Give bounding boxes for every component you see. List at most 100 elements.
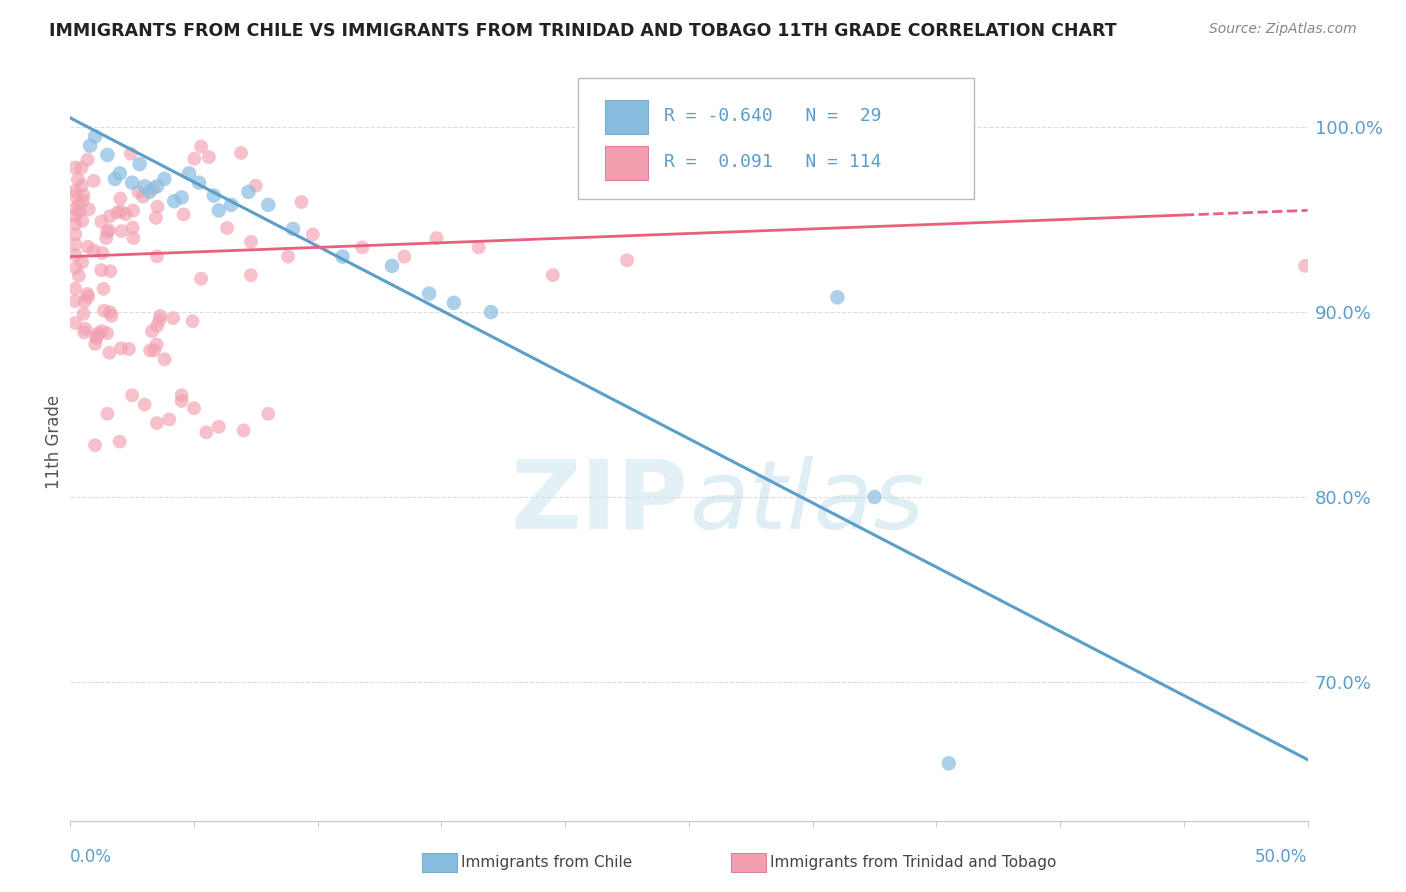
Point <box>146 249 169 263</box>
Point <box>190 271 212 285</box>
Point <box>98 209 121 223</box>
Point <box>142 181 165 195</box>
Point <box>143 343 166 358</box>
Point <box>72 188 94 202</box>
Text: R =  0.091   N = 114: R = 0.091 N = 114 <box>664 153 882 170</box>
Point <box>65 237 87 252</box>
Point <box>257 407 280 421</box>
Point <box>394 250 416 264</box>
Point <box>93 282 115 296</box>
Point <box>84 337 107 351</box>
Point <box>65 227 87 242</box>
Point <box>146 200 169 214</box>
Point <box>118 342 141 356</box>
Point <box>183 401 205 416</box>
Point <box>98 345 121 359</box>
Point <box>208 419 231 434</box>
Point <box>65 161 87 175</box>
Point <box>121 176 143 190</box>
Point <box>110 204 132 219</box>
Point <box>84 129 107 144</box>
Text: IMMIGRANTS FROM CHILE VS IMMIGRANTS FROM TRINIDAD AND TOBAGO 11TH GRADE CORRELAT: IMMIGRANTS FROM CHILE VS IMMIGRANTS FROM… <box>49 22 1116 40</box>
Point <box>70 214 93 228</box>
Point <box>141 324 163 338</box>
Point <box>381 259 404 273</box>
Point <box>77 202 100 217</box>
Point <box>65 260 87 275</box>
Point <box>87 326 110 341</box>
Point <box>65 282 87 296</box>
Point <box>76 153 98 167</box>
Point <box>443 296 465 310</box>
Point <box>139 343 162 358</box>
Point <box>97 223 120 237</box>
Point <box>83 244 105 258</box>
Point <box>170 388 193 402</box>
Point <box>138 185 160 199</box>
Point <box>479 305 502 319</box>
Point <box>541 268 564 282</box>
Point <box>67 268 90 283</box>
Point <box>277 250 299 264</box>
Point <box>938 756 960 771</box>
Text: Immigrants from Trinidad and Tobago: Immigrants from Trinidad and Tobago <box>770 855 1057 870</box>
Point <box>145 337 167 351</box>
Point <box>219 198 242 212</box>
Point <box>77 290 100 304</box>
Point <box>148 313 170 327</box>
Y-axis label: 11th Grade: 11th Grade <box>45 394 63 489</box>
Point <box>257 198 280 212</box>
Point <box>73 294 96 309</box>
Point <box>84 438 107 452</box>
Point <box>65 217 87 231</box>
Point <box>616 253 638 268</box>
Point <box>146 416 169 430</box>
Point <box>70 255 93 269</box>
Text: atlas: atlas <box>689 456 924 549</box>
Point <box>149 309 172 323</box>
Point <box>96 225 118 239</box>
Point <box>76 240 98 254</box>
Point <box>352 240 374 254</box>
Point <box>863 490 886 504</box>
Point <box>1294 259 1316 273</box>
Point <box>239 268 262 283</box>
Point <box>79 138 101 153</box>
Point <box>72 307 94 321</box>
Point <box>104 172 127 186</box>
Point <box>122 203 145 218</box>
Point <box>238 185 260 199</box>
Point <box>157 412 180 426</box>
Point <box>173 207 195 221</box>
Point <box>105 205 128 219</box>
Point <box>177 166 200 180</box>
Point <box>67 204 90 219</box>
Point <box>245 178 267 193</box>
Point <box>232 424 254 438</box>
Point <box>76 287 98 301</box>
Point <box>128 157 150 171</box>
Point <box>120 146 142 161</box>
Point <box>290 194 312 209</box>
Point <box>163 194 186 208</box>
Point <box>108 166 131 180</box>
Text: ZIP: ZIP <box>510 456 689 549</box>
FancyBboxPatch shape <box>578 78 973 199</box>
Point <box>65 294 87 309</box>
Point <box>190 139 212 153</box>
Point <box>93 303 115 318</box>
Point <box>332 250 354 264</box>
Text: Source: ZipAtlas.com: Source: ZipAtlas.com <box>1209 22 1357 37</box>
Point <box>122 231 145 245</box>
Point <box>70 178 93 193</box>
Point <box>208 203 231 218</box>
Point <box>90 324 112 338</box>
Point <box>127 185 149 199</box>
Point <box>153 172 176 186</box>
Point <box>65 248 87 262</box>
Point <box>96 231 118 245</box>
Text: R = -0.640   N =  29: R = -0.640 N = 29 <box>664 107 882 125</box>
Point <box>181 314 204 328</box>
Point <box>108 434 131 449</box>
Point <box>83 174 105 188</box>
